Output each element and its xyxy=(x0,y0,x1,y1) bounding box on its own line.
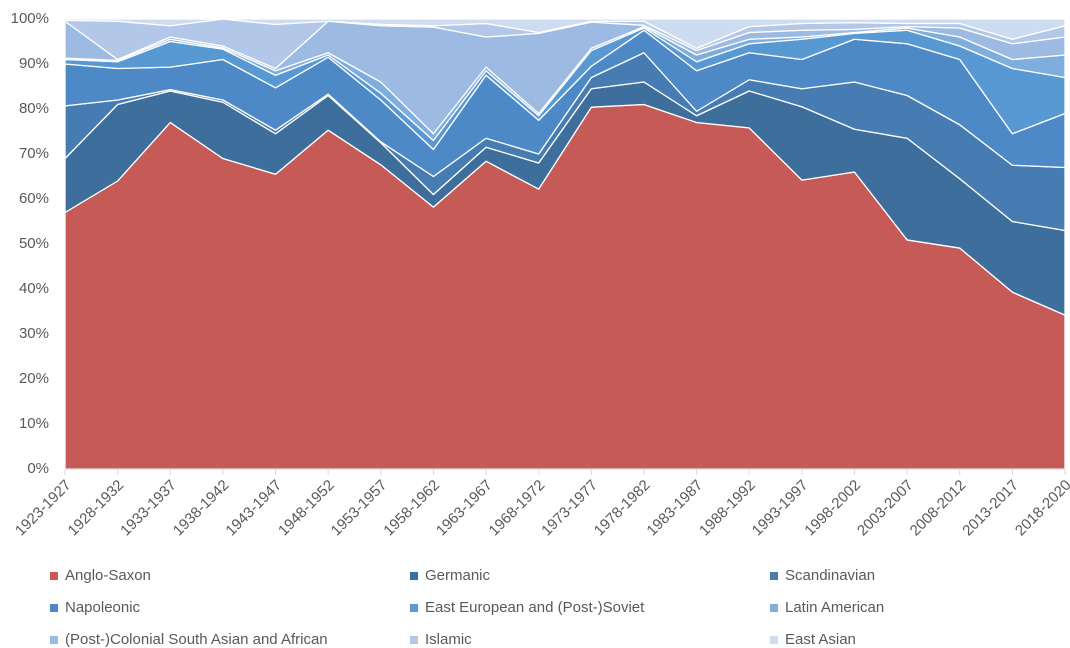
y-tick-label: 90% xyxy=(19,55,49,72)
y-tick-label: 40% xyxy=(19,280,49,297)
legend-swatch xyxy=(50,572,58,580)
legend-label: (Post-)Colonial South Asian and African xyxy=(65,631,328,648)
area xyxy=(64,18,1066,49)
legend-swatch xyxy=(770,636,778,644)
y-tick-label: 70% xyxy=(19,145,49,162)
x-tick-label: 1948-1952 xyxy=(275,477,338,540)
x-tick-label: 1998-2002 xyxy=(801,477,864,540)
legend-swatch xyxy=(410,636,418,644)
legend-swatch xyxy=(50,636,58,644)
legend-label: Germanic xyxy=(425,567,491,584)
x-tick-label: 1978-1982 xyxy=(591,477,654,540)
x-tick-label: 1988-1992 xyxy=(696,477,759,540)
x-tick-label: 2018-2020 xyxy=(1012,477,1070,540)
legend-label: Scandinavian xyxy=(785,567,875,584)
y-tick-label: 80% xyxy=(19,100,49,117)
x-tick-label: 1943-1947 xyxy=(222,477,285,540)
x-tick-label: 1958-1962 xyxy=(380,477,443,540)
legend-label: Latin American xyxy=(785,599,884,616)
x-tick-label: 1983-1987 xyxy=(643,477,706,540)
x-tick-label: 2003-2007 xyxy=(854,477,917,540)
legend-label: East Asian xyxy=(785,631,856,648)
x-tick-label: 1933-1937 xyxy=(117,477,180,540)
legend-label: Islamic xyxy=(425,631,472,648)
legend-label: Napoleonic xyxy=(65,599,141,616)
legend-swatch xyxy=(50,604,58,612)
y-tick-label: 30% xyxy=(19,325,49,342)
x-tick-label: 1928-1932 xyxy=(65,477,128,540)
x-tick-label: 1973-1977 xyxy=(538,477,601,540)
legend-label: East European and (Post-)Soviet xyxy=(425,599,645,616)
legend-swatch xyxy=(770,572,778,580)
x-tick-label: 1968-1972 xyxy=(486,477,549,540)
y-tick-label: 0% xyxy=(27,460,49,477)
legend-swatch xyxy=(770,604,778,612)
legend-swatch xyxy=(410,572,418,580)
y-tick-label: 60% xyxy=(19,190,49,207)
y-tick-label: 10% xyxy=(19,415,49,432)
legend-label: Anglo-Saxon xyxy=(65,567,151,584)
y-tick-label: 50% xyxy=(19,235,49,252)
x-tick-label: 1923-1927 xyxy=(12,477,75,540)
x-tick-label: 1993-1997 xyxy=(749,477,812,540)
x-tick-label: 2008-2012 xyxy=(907,477,970,540)
x-tick-label: 2013-2017 xyxy=(959,477,1022,540)
y-tick-label: 100% xyxy=(11,10,49,27)
x-tick-label: 1963-1967 xyxy=(433,477,496,540)
legend-swatch xyxy=(410,604,418,612)
y-tick-label: 20% xyxy=(19,370,49,387)
x-tick-label: 1938-1942 xyxy=(170,477,233,540)
x-tick-label: 1953-1957 xyxy=(328,477,391,540)
